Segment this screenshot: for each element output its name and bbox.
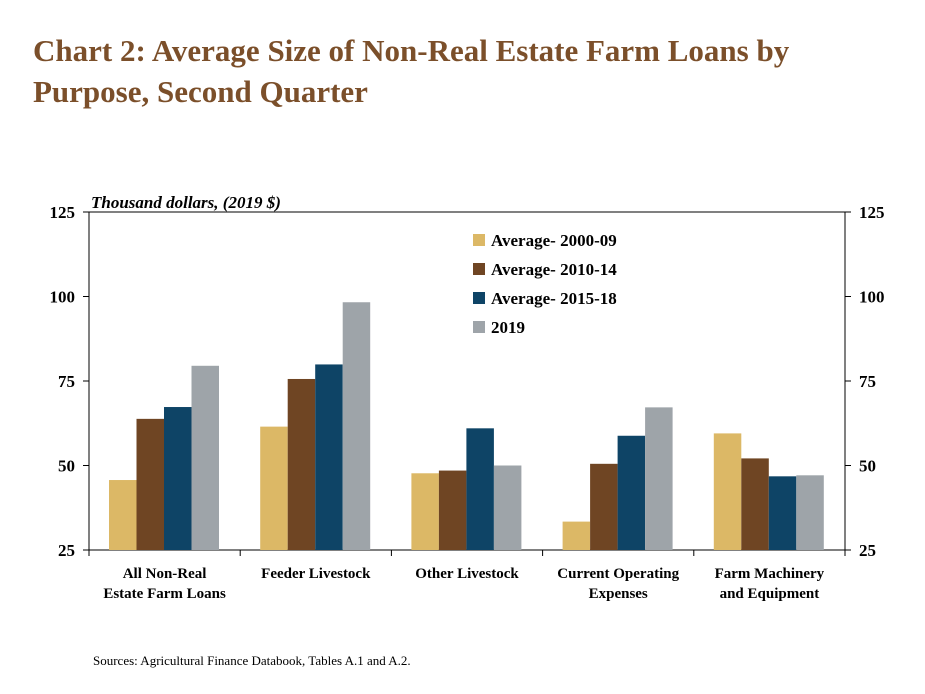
y-tick-label-left: 100 (50, 288, 76, 307)
legend: Average- 2000-09 Average- 2010-14 Average-… (473, 231, 617, 337)
x-category-label: Farm Machinery (715, 566, 825, 582)
x-category-label: Current Operating (557, 566, 679, 582)
x-category-label: Other Livestock (415, 566, 519, 582)
y-tick-label-right: 125 (859, 203, 885, 222)
bar (493, 465, 522, 550)
bar (260, 426, 288, 550)
legend-label: Average- 2000-09 (491, 231, 617, 250)
bar (741, 458, 769, 550)
legend-label: 2019 (491, 318, 525, 337)
bar (796, 475, 824, 550)
bar (411, 473, 439, 550)
bar (768, 476, 797, 550)
bar (287, 378, 316, 550)
legend-swatch (473, 234, 485, 246)
y-tick-label-left: 25 (58, 541, 75, 560)
y-tick-label-left: 125 (50, 203, 76, 222)
y-tick-label-right: 50 (859, 457, 876, 476)
bar (191, 365, 219, 550)
legend-label: Average- 2015-18 (491, 289, 617, 308)
x-category-label: Feeder Livestock (261, 566, 371, 582)
bar (713, 433, 742, 550)
legend-label: Average- 2010-14 (491, 260, 617, 279)
bars-layer (109, 302, 824, 550)
y-tick-label-right: 75 (859, 372, 876, 391)
bar (315, 364, 343, 550)
x-category-label: Estate Farm Loans (103, 586, 226, 602)
legend-swatch (473, 292, 485, 304)
axes-layer: 25 25 50 50 75 75 100 100 125 125 All Non-Real Esta… (50, 203, 885, 602)
bar (466, 428, 494, 550)
x-category-label: and Equipment (720, 586, 820, 602)
bar (136, 418, 164, 550)
y-tick-label-left: 75 (58, 372, 75, 391)
y-unit-label: Thousand dollars, (2019 $) (91, 193, 281, 212)
y-tick-label-right: 25 (859, 541, 876, 560)
legend-swatch (473, 263, 485, 275)
bar (562, 521, 591, 550)
x-category-label: Expenses (589, 586, 648, 602)
bar (645, 407, 673, 550)
y-tick-label-left: 50 (58, 457, 75, 476)
source-note: Sources: Agricultural Finance Databook, … (93, 653, 411, 668)
bar (109, 480, 137, 550)
bar (164, 407, 192, 550)
bar (342, 302, 371, 550)
legend-swatch (473, 321, 485, 333)
bar (438, 470, 467, 550)
bar (590, 463, 618, 550)
x-category-label: All Non-Real (123, 566, 207, 582)
chart-title: Chart 2: Average Size of Non-Real Estate… (33, 33, 790, 109)
bar (617, 435, 646, 550)
y-tick-label-right: 100 (859, 288, 885, 307)
